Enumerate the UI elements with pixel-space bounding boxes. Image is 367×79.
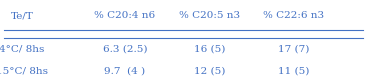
Text: 11 (5): 11 (5)	[278, 67, 309, 76]
Text: 16 (5): 16 (5)	[193, 44, 225, 53]
Text: 9.7  (4 ): 9.7 (4 )	[104, 67, 145, 76]
Text: 12 (5): 12 (5)	[193, 67, 225, 76]
Text: 15°C/ 8hs: 15°C/ 8hs	[0, 67, 48, 76]
Text: % C22:6 n3: % C22:6 n3	[263, 11, 324, 20]
Text: % C20:4 n6: % C20:4 n6	[94, 11, 155, 20]
Text: 6.3 (2.5): 6.3 (2.5)	[102, 44, 147, 53]
Text: % C20:5 n3: % C20:5 n3	[179, 11, 240, 20]
Text: Te/T: Te/T	[11, 11, 33, 20]
Text: 17 (7): 17 (7)	[278, 44, 309, 53]
Text: 4°C/ 8hs: 4°C/ 8hs	[0, 44, 45, 53]
